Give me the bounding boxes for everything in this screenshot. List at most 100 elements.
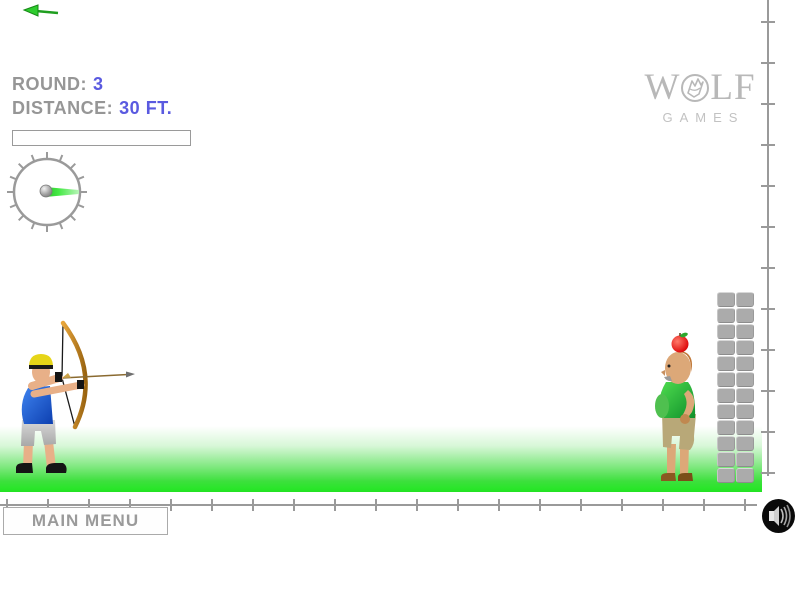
stone-block [716,291,735,307]
stone-block [716,355,735,371]
stone-block [716,323,735,339]
vertical-ruler-tick [761,185,775,187]
distance-value: 30 FT. [119,98,173,118]
target-left-shoe [661,473,676,481]
vertical-ruler-tick [761,308,775,310]
horizontal-ruler-tick [416,499,418,511]
archer-shorts [21,420,56,446]
horizontal-ruler-tick [129,499,131,511]
speaker-icon [769,504,791,528]
stone-block [716,371,735,387]
archer-hat [29,354,53,367]
green-aim-pointer-icon [45,187,79,197]
horizontal-ruler-tick [580,499,582,511]
sound-button[interactable] [761,498,796,534]
horizontal-ruler-tick [88,499,90,511]
archer-right-shoe [46,463,67,473]
distance-indicator: DISTANCE: 30 FT. [12,98,172,119]
target-head [665,352,691,384]
stone-block [735,403,754,419]
stone-block [716,387,735,403]
ground [0,426,762,492]
archer-left-shoe [16,463,33,473]
stone-block [735,467,754,483]
arrow-head [126,371,135,378]
archer-front-glove [77,380,84,389]
archer-with-bow [16,320,135,473]
stone-block [735,419,754,435]
power-bar [12,130,191,146]
logo-w: W [644,67,681,108]
vertical-ruler-tick [761,390,775,392]
stone-block [735,355,754,371]
horizontal-ruler-tick [621,499,623,511]
archer-hat-band [29,365,53,369]
horizontal-ruler-tick [252,499,254,511]
archer-left-leg [23,441,33,468]
stone-block [716,339,735,355]
vertical-ruler-tick [761,144,775,146]
vertical-ruler-tick [761,226,775,228]
horizontal-ruler-tick [703,499,705,511]
archer-back-glove [55,372,62,382]
horizontal-ruler-tick [47,499,49,511]
round-indicator: ROUND: 3 [12,74,104,95]
aim-gauge [7,152,87,232]
horizontal-ruler-tick [293,499,295,511]
stone-block [735,387,754,403]
stone-block [716,307,735,323]
stone-block [735,371,754,387]
vertical-ruler-tick [761,472,775,474]
distance-label: DISTANCE: [12,98,114,118]
horizontal-ruler-tick [334,499,336,511]
logo-subtitle: GAMES [662,110,745,125]
stone-block [716,419,735,435]
target-hand [680,414,690,424]
stone-block [716,467,735,483]
horizontal-ruler [0,504,757,506]
archer-right-leg [44,441,56,468]
vertical-ruler-tick [761,267,775,269]
round-value: 3 [93,74,104,94]
target-left-leg [667,444,676,477]
vertical-ruler-tick [761,349,775,351]
horizontal-ruler-tick [211,499,213,511]
gauge-ball-icon [39,184,53,198]
stone-block [735,291,754,307]
wolf-head-icon [681,74,710,102]
horizontal-ruler-tick [498,499,500,511]
arrow-fletching [62,373,71,378]
main-menu-button[interactable]: MAIN MENU [3,507,168,535]
horizontal-ruler-tick [6,499,8,511]
horizontal-ruler-tick [457,499,459,511]
stone-block [716,435,735,451]
logo-lf: LF [710,67,756,108]
archer-shirt [21,386,53,424]
horizontal-ruler-tick [662,499,664,511]
horizontal-ruler-tick [170,499,172,511]
bow [60,320,88,430]
target-arm [682,390,695,420]
vertical-ruler-tick [761,103,775,105]
target-hair [678,351,692,372]
wolf-games-logo: W LF GAMES [640,67,760,125]
apple-leaf [680,332,688,338]
vertical-ruler-tick [761,431,775,433]
target-beard [664,376,672,382]
stone-block [735,435,754,451]
logo-word: W LF [640,67,760,108]
green-cursor-arrow-icon [22,4,59,17]
round-label: ROUND: [12,74,87,94]
stone-block [716,403,735,419]
arrow-shaft [61,373,129,379]
target-nose [661,370,665,376]
apple-icon [671,335,689,353]
target-eye [667,364,671,368]
horizontal-ruler-tick [539,499,541,511]
stone-block [735,339,754,355]
horizontal-ruler-tick [375,499,377,511]
stone-block [735,323,754,339]
target-right-shoe [678,473,693,481]
target-right-leg [680,444,689,477]
